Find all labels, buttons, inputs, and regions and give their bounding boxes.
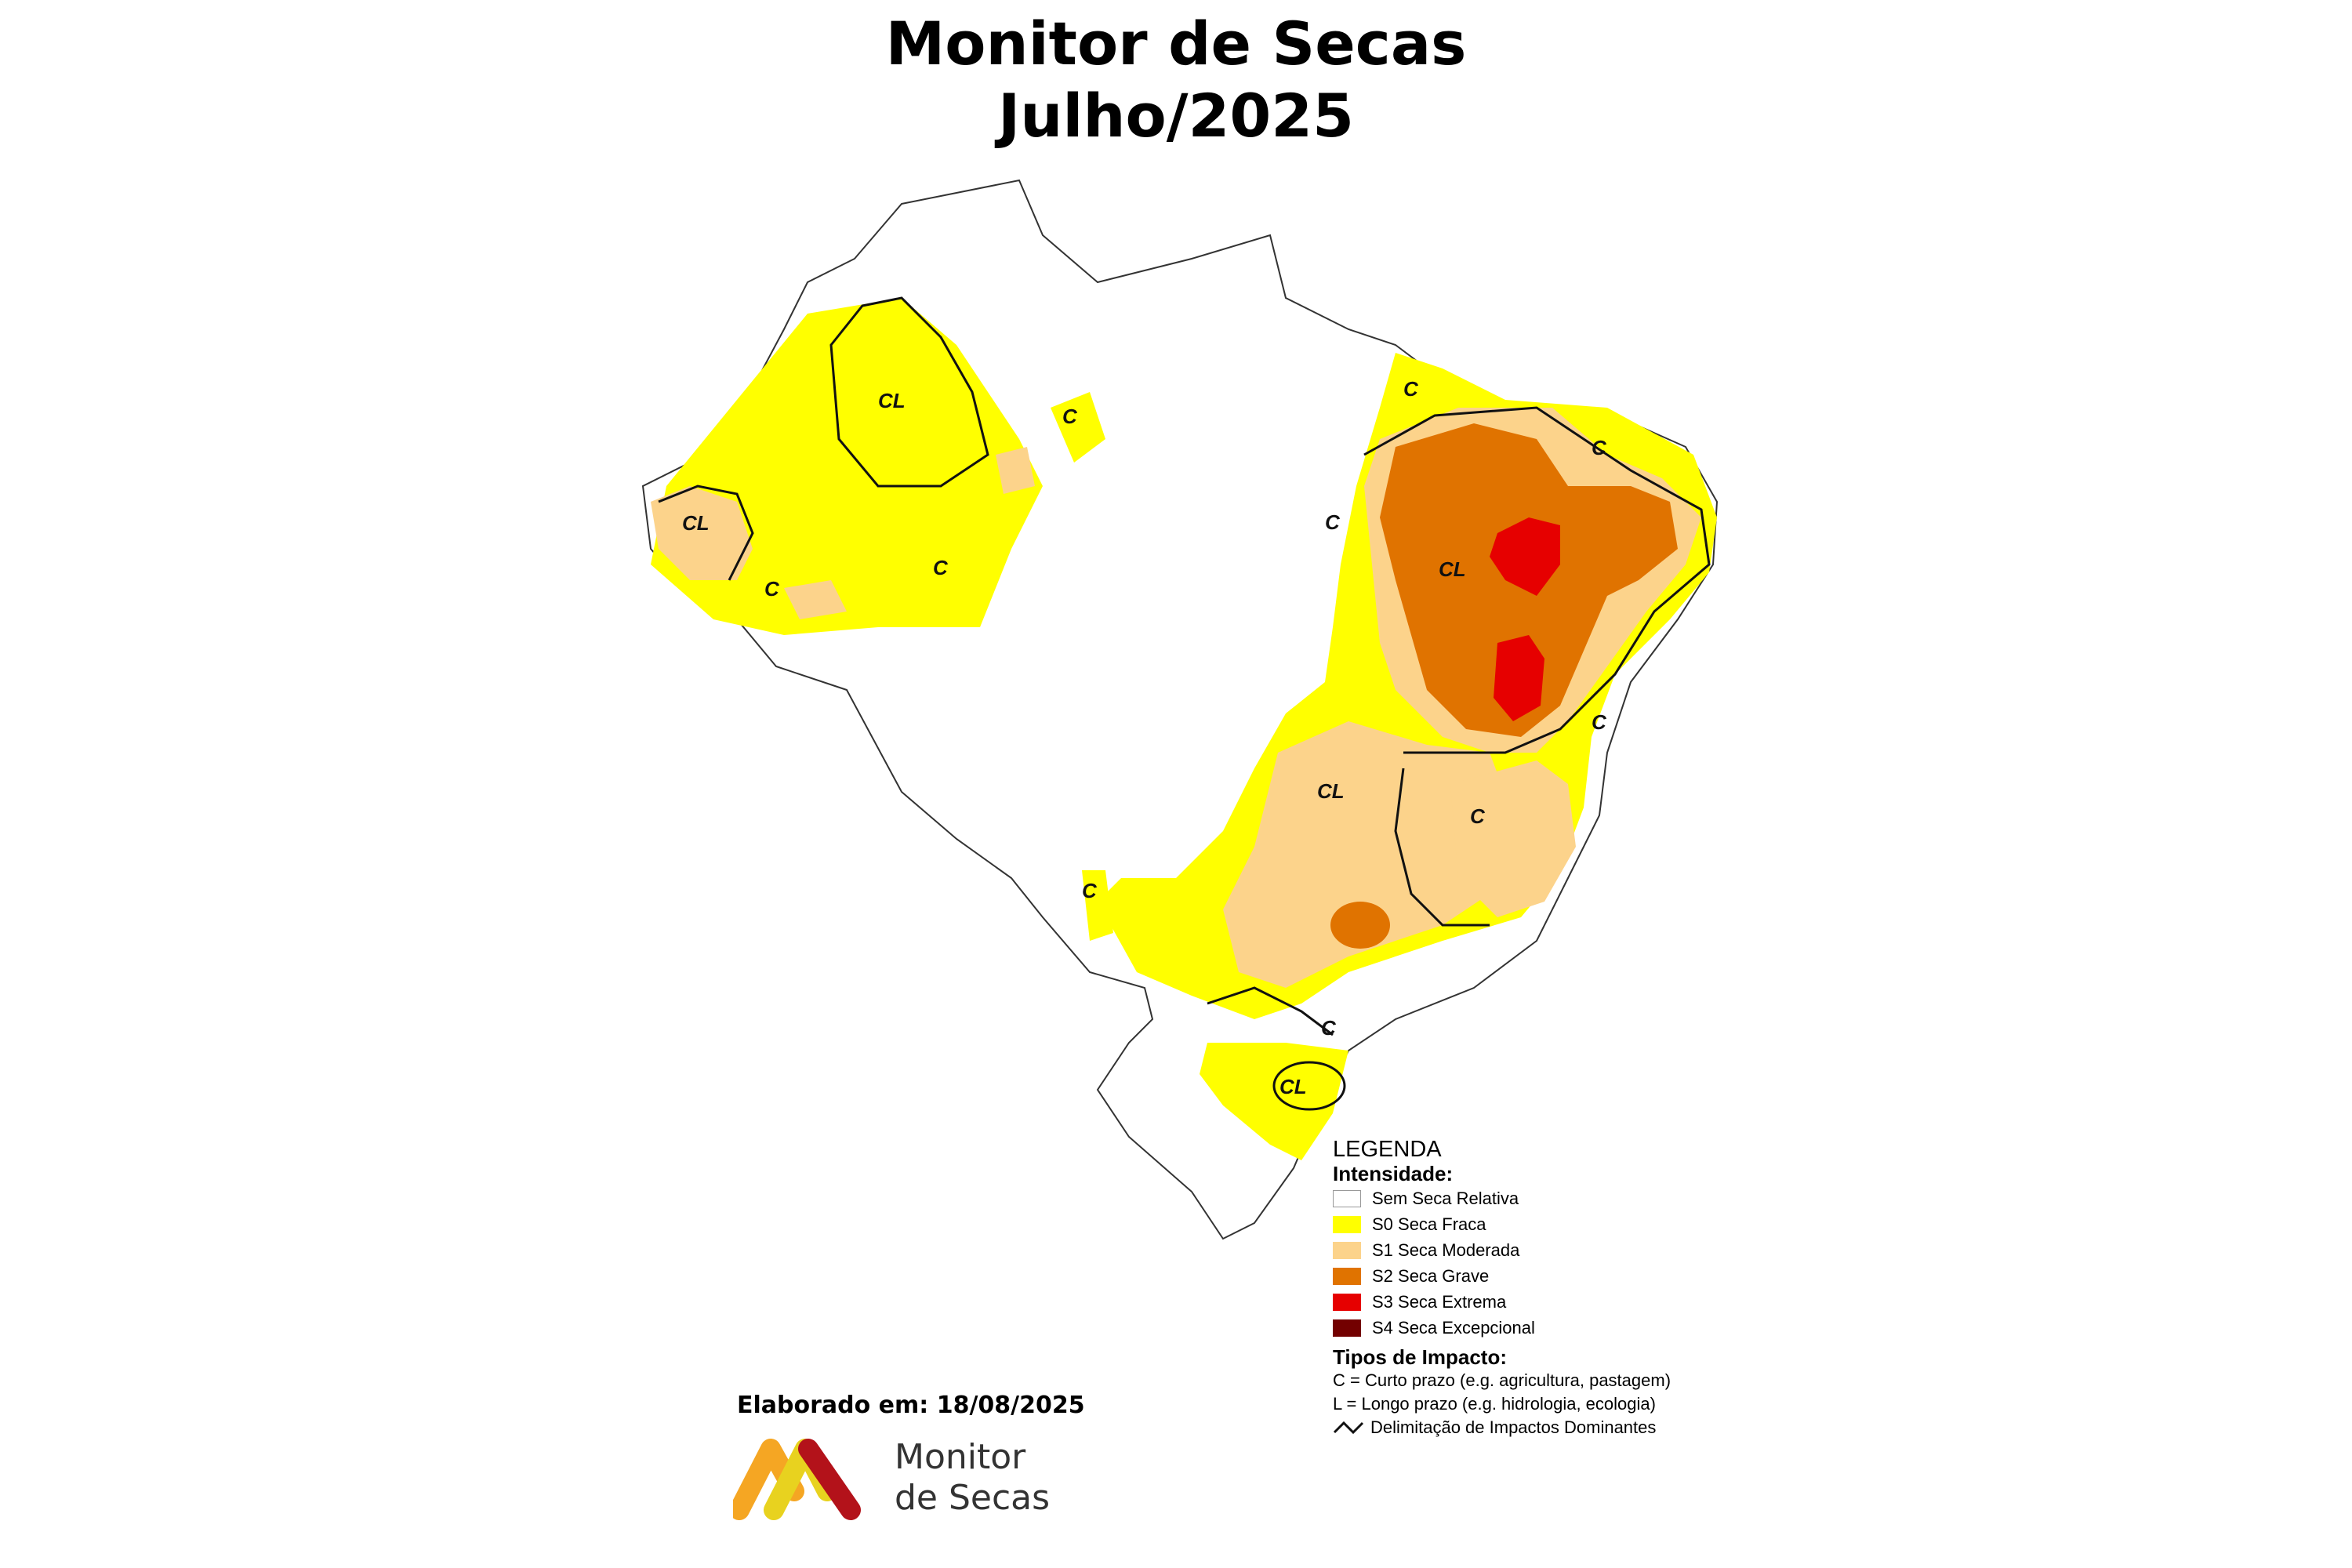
- s1-region-central: [1223, 721, 1513, 988]
- legend-swatch: [1333, 1293, 1361, 1311]
- s3-region-piaui-south: [1494, 635, 1544, 721]
- legend-impact-short: C = Curto prazo (e.g. agricultura, pasta…: [1333, 1370, 1671, 1390]
- s1-region-minas: [1450, 760, 1576, 917]
- logo-line1: Monitor: [895, 1437, 1026, 1477]
- legend-class-label: S0 Seca Fraca: [1372, 1214, 1486, 1234]
- s1-region-acre: [651, 486, 753, 580]
- map-label-c: C: [1062, 405, 1078, 428]
- s0-region-mato-grosso-c: [1082, 870, 1113, 941]
- map-label-c: C: [764, 577, 780, 601]
- impact-line-santa-catarina: [1272, 1061, 1346, 1111]
- impact-line-northeast: [1363, 406, 1711, 754]
- map-label-c: C: [933, 556, 949, 579]
- legend-swatch: [1333, 1189, 1361, 1207]
- legend-swatch: [1333, 1267, 1361, 1285]
- s0-region-amapa-c: [1051, 392, 1105, 463]
- s3-region-piaui-north: [1490, 517, 1560, 596]
- credit-date: Elaborado em: 18/08/2025: [737, 1392, 1085, 1419]
- map-label-cl: CL: [1317, 779, 1345, 803]
- map-label-c: C: [1325, 510, 1341, 534]
- legend-class-row: S0 Seca Fraca: [1333, 1211, 1803, 1237]
- impact-line-south: [1207, 986, 1334, 1036]
- legend-class-row: S1 Seca Moderada: [1333, 1237, 1803, 1263]
- legend-delimitation-label: Delimitação de Impactos Dominantes: [1370, 1417, 1657, 1437]
- legend-class-row: S3 Seca Extrema: [1333, 1289, 1803, 1315]
- legend-class-label: Sem Seca Relativa: [1372, 1188, 1519, 1208]
- legend-impact-title: Tipos de Impacto:: [1333, 1345, 1507, 1369]
- legend-class-label: S1 Seca Moderada: [1372, 1240, 1520, 1260]
- map-label-c: C: [1403, 377, 1419, 401]
- monitor-de-secas-logo: Monitor de Secas: [733, 1435, 1050, 1521]
- map-label-cl: CL: [1439, 557, 1466, 581]
- map-label-cl: CL: [1279, 1075, 1307, 1098]
- legend-class-label: S2 Seca Grave: [1372, 1265, 1490, 1286]
- s2-region-goias: [1330, 902, 1390, 949]
- legend-swatch: [1333, 1319, 1361, 1337]
- map-label-c: C: [1592, 710, 1607, 734]
- logo-text: Monitor de Secas: [895, 1437, 1050, 1519]
- delimitation-line-icon: [1333, 1421, 1364, 1435]
- s1-region-amazonas-east: [996, 447, 1035, 494]
- legend-swatch: [1333, 1215, 1361, 1233]
- legend-intensity-title: Intensidade:: [1333, 1162, 1454, 1185]
- legend-impact-long: L = Longo prazo (e.g. hidrologia, ecolog…: [1333, 1394, 1656, 1414]
- logo-line2: de Secas: [895, 1478, 1051, 1518]
- logo-mark-icon: [733, 1439, 861, 1520]
- s1-region-rondonia: [784, 580, 847, 619]
- legend-heading: LEGENDA: [1333, 1137, 1442, 1162]
- map-label-c: C: [1082, 879, 1098, 902]
- map-label-c: C: [1592, 436, 1607, 459]
- impact-line-amazonas: [829, 296, 989, 488]
- map-legend: LEGENDA Intensidade: Sem Seca Relativa S0…: [1333, 1137, 1803, 1439]
- impact-line-acre: [658, 485, 754, 581]
- legend-class-row: Sem Seca Relativa: [1333, 1185, 1803, 1211]
- map-label-c: C: [1470, 804, 1486, 828]
- legend-classes: Sem Seca Relativa S0 Seca Fraca S1 Seca Mo…: [1333, 1185, 1803, 1341]
- map-title: Monitor de Secas: [885, 9, 1467, 78]
- map-label-c: C: [1321, 1016, 1337, 1040]
- map-label-cl: CL: [682, 511, 710, 535]
- legend-swatch: [1333, 1241, 1361, 1259]
- map-label-cl: CL: [878, 389, 906, 412]
- legend-delimitation: Delimitação de Impactos Dominantes: [1333, 1416, 1803, 1439]
- legend-class-label: S3 Seca Extrema: [1372, 1291, 1507, 1312]
- legend-class-label: S4 Seca Excepcional: [1372, 1317, 1535, 1338]
- map-subtitle-month: Julho/2025: [997, 81, 1355, 151]
- legend-class-row: S2 Seca Grave: [1333, 1263, 1803, 1289]
- impact-line-minas: [1394, 768, 1490, 927]
- legend-class-row: S4 Seca Excepcional: [1333, 1315, 1803, 1341]
- s0-region-south: [1200, 1043, 1348, 1160]
